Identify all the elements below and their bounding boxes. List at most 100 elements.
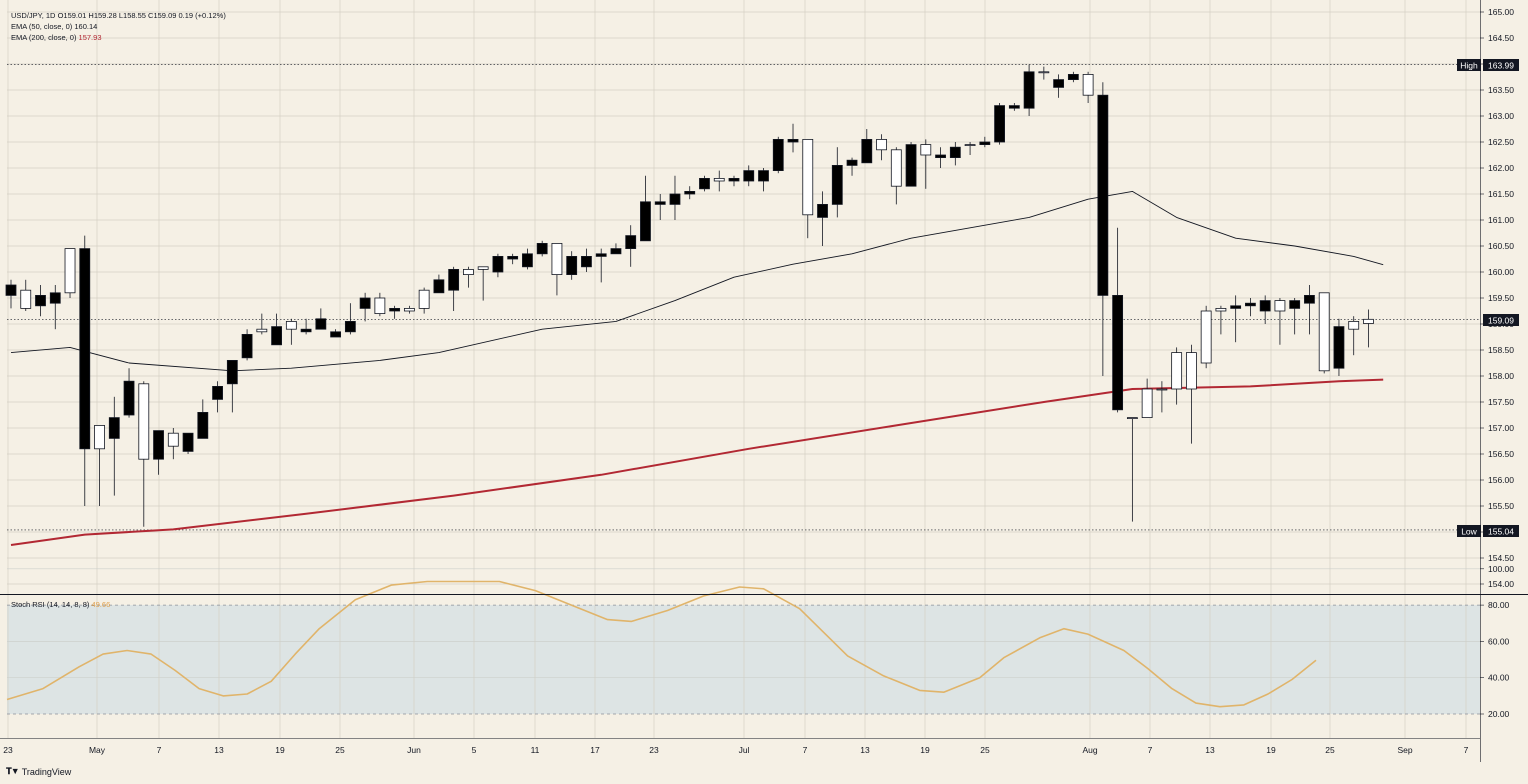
- price-tick-label: 154.50: [1488, 553, 1514, 563]
- time-tick-label: Jun: [407, 745, 421, 755]
- candle-body-down: [79, 248, 91, 450]
- ema200-legend[interactable]: EMA (200, close, 0) 157.93: [11, 32, 102, 43]
- candle: [403, 305, 415, 314]
- ema200-line: [10, 378, 1384, 546]
- candle: [758, 168, 769, 192]
- candle-body-down: [595, 253, 607, 257]
- candle: [448, 266, 460, 311]
- time-tick-label: 13: [860, 745, 870, 755]
- candle-body-up: [463, 268, 474, 275]
- tradingview-logo-icon: 𝐓▼: [6, 766, 20, 776]
- rsi-grid: [7, 568, 1480, 715]
- candle: [138, 381, 150, 527]
- candle-body-down: [994, 105, 1005, 143]
- candle-body-up: [1318, 292, 1330, 372]
- candle-body-down: [271, 326, 282, 346]
- rsi-tick-label: 80.00: [1488, 600, 1510, 610]
- candle: [964, 142, 976, 155]
- candle-body-down: [817, 203, 828, 218]
- candle-body-down: [123, 380, 135, 416]
- candle-body-down: [1053, 79, 1065, 88]
- candle: [699, 175, 710, 192]
- candle: [374, 292, 386, 317]
- candle: [463, 266, 474, 288]
- candle: [935, 147, 946, 168]
- rsi-tick-label: 100.00: [1488, 564, 1514, 574]
- candle-body-down: [861, 138, 873, 164]
- candle-body-down: [315, 318, 327, 330]
- time-tick-label: 13: [214, 745, 224, 755]
- candle: [507, 253, 519, 265]
- candle: [79, 235, 91, 506]
- rsi-tick-label: 20.00: [1488, 709, 1510, 719]
- candle-body-down: [182, 432, 194, 452]
- candle-body-down: [787, 138, 799, 143]
- candle-body-up: [802, 138, 814, 216]
- candle-body-down: [831, 164, 843, 205]
- candle: [861, 129, 873, 164]
- candle: [1289, 298, 1301, 335]
- candle-body-down: [699, 177, 710, 190]
- ema50-legend[interactable]: EMA (50, close, 0) 160.14: [11, 21, 97, 32]
- candle: [876, 134, 887, 161]
- price-tick-label: 161.50: [1488, 189, 1514, 199]
- candle: [477, 266, 489, 301]
- price-tick-label: 158.50: [1488, 345, 1514, 355]
- high-label: High: [1460, 61, 1478, 71]
- candle-body-down: [979, 141, 991, 145]
- candle: [920, 139, 932, 189]
- candle-body-down: [758, 170, 769, 182]
- tradingview-brand[interactable]: 𝐓▼ TradingView: [6, 766, 71, 777]
- candle-body-down: [949, 146, 961, 158]
- candle: [285, 318, 297, 345]
- ema50-line: [10, 190, 1384, 372]
- candle: [433, 274, 445, 294]
- price-tick-label: 160.50: [1488, 241, 1514, 251]
- candle-body-down: [1259, 300, 1271, 312]
- candle-body-up: [1141, 388, 1153, 419]
- stoch-rsi-legend[interactable]: Stoch RSI (14, 14, 8, 8) 49.66: [11, 599, 110, 610]
- symbol-label: USD/JPY, 1D: [11, 11, 56, 20]
- low-label-box: [1457, 525, 1481, 537]
- candle-body-down: [226, 359, 238, 385]
- candle-body-up: [1082, 74, 1094, 96]
- time-tick-label: 11: [531, 745, 540, 755]
- candle: [728, 175, 740, 187]
- candle: [300, 318, 312, 335]
- candle: [64, 248, 76, 298]
- candle-body-up: [1348, 320, 1360, 330]
- candle-body-down: [625, 235, 637, 250]
- price-tick-label: 157.50: [1488, 397, 1514, 407]
- candle: [905, 142, 917, 187]
- stoch-rsi-layer: [6, 580, 1317, 708]
- candle-body-up: [964, 144, 976, 147]
- candle-body-down: [536, 242, 548, 255]
- time-tick-label: 7: [1464, 745, 1469, 755]
- time-tick-label: 7: [803, 745, 808, 755]
- price-tick-label: 163.00: [1488, 111, 1514, 121]
- candle-body-up: [890, 149, 902, 187]
- candle-body-up: [94, 424, 105, 450]
- time-tick-label: 13: [1205, 745, 1215, 755]
- candle-body-up: [1186, 352, 1197, 390]
- candle-body-down: [728, 177, 740, 182]
- candle-body-down: [492, 255, 504, 273]
- time-axis[interactable]: 23 May 7 13 19 25 Jun 5 11 17 23 Jul 7 13 19 25 Aug 7 13 19…: [3, 745, 1468, 755]
- candle-body-up: [64, 248, 76, 294]
- candle-body-down: [1245, 302, 1256, 307]
- time-tick-label: Sep: [1397, 745, 1412, 755]
- candle: [1023, 64, 1035, 116]
- candle: [684, 186, 696, 200]
- candle-body-up: [1038, 71, 1050, 74]
- candle-body-down: [49, 292, 61, 304]
- candle: [949, 142, 961, 166]
- price-value-box: [1483, 314, 1519, 326]
- candle: [1053, 74, 1065, 98]
- time-tick-label: 7: [1148, 745, 1153, 755]
- candle: [1245, 298, 1256, 317]
- candle-body-down: [212, 385, 223, 400]
- candles-layer: [5, 64, 1374, 527]
- high-low-lines: [7, 64, 1480, 531]
- candle-body-down: [610, 248, 622, 255]
- time-tick-label: 25: [335, 745, 345, 755]
